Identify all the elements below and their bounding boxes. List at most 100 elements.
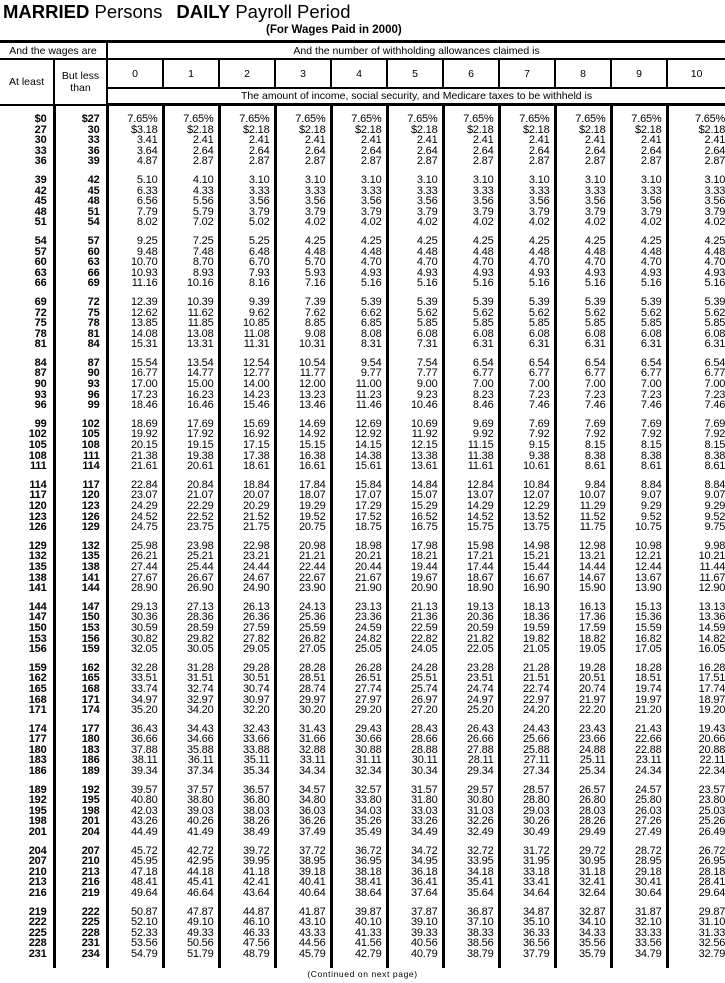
wage-at-least: 150: [0, 623, 56, 634]
withholding-amount: 19.92: [107, 429, 165, 441]
withholding-amount: 4.93: [331, 267, 389, 279]
table-row: 57 60 9.48 7.48 6.48 4.48 4.48 4.48 4.48 4.48 4.48…: [0, 246, 725, 258]
withholding-amount: 2.64: [387, 145, 445, 157]
withholding-amount: 40.41: [275, 877, 333, 888]
withholding-amount: 8.38: [611, 450, 669, 462]
withholding-amount: 22.34: [698, 765, 725, 778]
wage-at-least: 159: [0, 662, 56, 674]
wage-but-less-than: 33: [54, 135, 109, 146]
table-row: 147 150 30.36 28.36 26.36 25.36 23.36 21.36 20.3…: [0, 612, 725, 623]
withholding-amount: 32.56: [698, 937, 725, 950]
withholding-amount: 4.25: [275, 236, 333, 247]
withholding-amount: 2.41: [704, 134, 725, 147]
withholding-amount: 7.92: [611, 429, 669, 441]
wage-but-less-than: 81: [54, 328, 109, 340]
withholding-amount: 6.08: [555, 328, 613, 340]
wage-but-less-than: 171: [54, 694, 109, 706]
withholding-amount: 52.33: [107, 927, 165, 939]
withholding-amount: 8.46: [443, 400, 501, 419]
title-married: MARRIED: [3, 1, 90, 22]
table-row: 96 99 18.46 16.46 15.46 13.46 11.46 10.46 8.46 7.…: [0, 400, 725, 419]
withholding-amount: 32.64: [555, 888, 613, 907]
withholding-amount: 9.07: [611, 490, 669, 501]
withholding-amount: 33.51: [107, 673, 165, 684]
withholding-amount: 3.64: [107, 145, 165, 157]
withholding-amount: 33.41: [499, 877, 557, 888]
wage-at-least: 57: [0, 246, 56, 258]
withholding-amount: 24.20: [499, 705, 557, 724]
withholding-amount: 2.41: [443, 135, 501, 146]
wage-but-less-than: 114: [54, 461, 109, 480]
withholding-amount: 18.90: [443, 583, 501, 602]
withholding-amount: 42.41: [219, 877, 277, 888]
withholding-amount: 5.16: [331, 278, 389, 297]
withholding-amount: 28.88: [387, 745, 445, 756]
wage-but-less-than: 36: [54, 145, 109, 157]
withholding-amount: 24.05: [387, 644, 445, 663]
withholding-amount: 26.28: [331, 662, 389, 674]
withholding-amount: 17.74: [698, 682, 725, 695]
withholding-amount: 3.33: [611, 185, 669, 197]
withholding-amount: 35.88: [163, 745, 221, 756]
table-row: 225 228 52.33 49.33 46.33 43.33 41.33 39.33 38.3…: [0, 927, 725, 939]
withholding-amount: 10.69: [387, 419, 445, 430]
withholding-amount: 2.41: [499, 135, 557, 146]
withholding-amount: 6.08: [704, 327, 725, 340]
allowance-column-9: 9: [611, 58, 668, 89]
withholding-amount: 22.66: [611, 734, 669, 745]
withholding-amount: 9.52: [704, 510, 725, 523]
title-daily: DAILY: [176, 1, 231, 22]
withholding-amount: 3.33: [499, 185, 557, 197]
withholding-amount: 13.85: [107, 318, 165, 329]
withholding-amount: $2.18: [555, 124, 613, 136]
wage-but-less-than: 156: [54, 633, 109, 645]
wage-at-least: 138: [0, 572, 56, 584]
withholding-amount: 23.98: [163, 540, 221, 552]
table-row: 153 156 30.82 29.82 27.82 26.82 24.82 22.82 21.8…: [0, 633, 725, 645]
withholding-amount: 13.67: [611, 572, 669, 584]
withholding-amount: 5.39: [387, 297, 445, 308]
withholding-amount: 26.95: [698, 855, 725, 868]
withholding-amount: 22.74: [499, 684, 557, 695]
withholding-amount: 15.46: [219, 400, 277, 419]
wage-at-least: 141: [0, 583, 56, 602]
withholding-amount: 23.90: [275, 583, 333, 602]
withholding-amount: 7.02: [163, 217, 221, 236]
withholding-amount: 10.61: [499, 461, 557, 480]
withholding-amount: 29.43: [331, 723, 389, 735]
withholding-amount: 10.39: [163, 297, 221, 308]
withholding-amount: 15.69: [219, 419, 277, 430]
at-least-header: At least: [0, 58, 55, 106]
withholding-amount: 40.80: [107, 795, 165, 806]
wage-but-less-than: 210: [54, 856, 109, 867]
withholding-amount: 29.82: [163, 633, 221, 645]
withholding-amount: 30.64: [611, 888, 669, 907]
withholding-amount: 12.84: [443, 480, 501, 491]
withholding-amount: 22.97: [499, 694, 557, 706]
wage-but-less-than: 105: [54, 429, 109, 441]
withholding-amount: 2.64: [704, 144, 725, 157]
withholding-amount: 3.79: [611, 206, 669, 218]
withholding-amount: 32.49: [443, 827, 501, 846]
withholding-amount: 4.25: [331, 236, 389, 247]
withholding-amount: 7.46: [499, 400, 557, 419]
table-row: 84 87 15.54 13.54 12.54 10.54 9.54 7.54 6.54 6.54…: [0, 358, 725, 369]
withholding-amount: 21.43: [611, 723, 669, 735]
withholding-amount: 19.52: [275, 511, 333, 523]
withholding-amount: 10.84: [499, 480, 557, 491]
withholding-amount: 30.97: [219, 694, 277, 706]
allowance-column-5: 5: [387, 58, 444, 89]
withholding-amount: 7.92: [555, 429, 613, 441]
withholding-amount: 4.70: [704, 256, 725, 269]
allowance-column-4: 4: [331, 58, 388, 89]
withholding-amount: 37.87: [387, 906, 445, 918]
withholding-amount: 7.69: [499, 419, 557, 430]
withholding-amount: 40.64: [275, 888, 333, 907]
table-row: 165 168 33.74 32.74 30.74 28.74 27.74 25.74 24.7…: [0, 684, 725, 695]
wage-but-less-than: 225: [54, 917, 109, 928]
withholding-amount: 13.90: [611, 583, 669, 602]
withholding-amount: 46.10: [219, 917, 277, 928]
withholding-amount: 18.61: [219, 461, 277, 480]
withholding-amount: 9.75: [704, 521, 725, 534]
withholding-amount: 8.16: [219, 278, 277, 297]
